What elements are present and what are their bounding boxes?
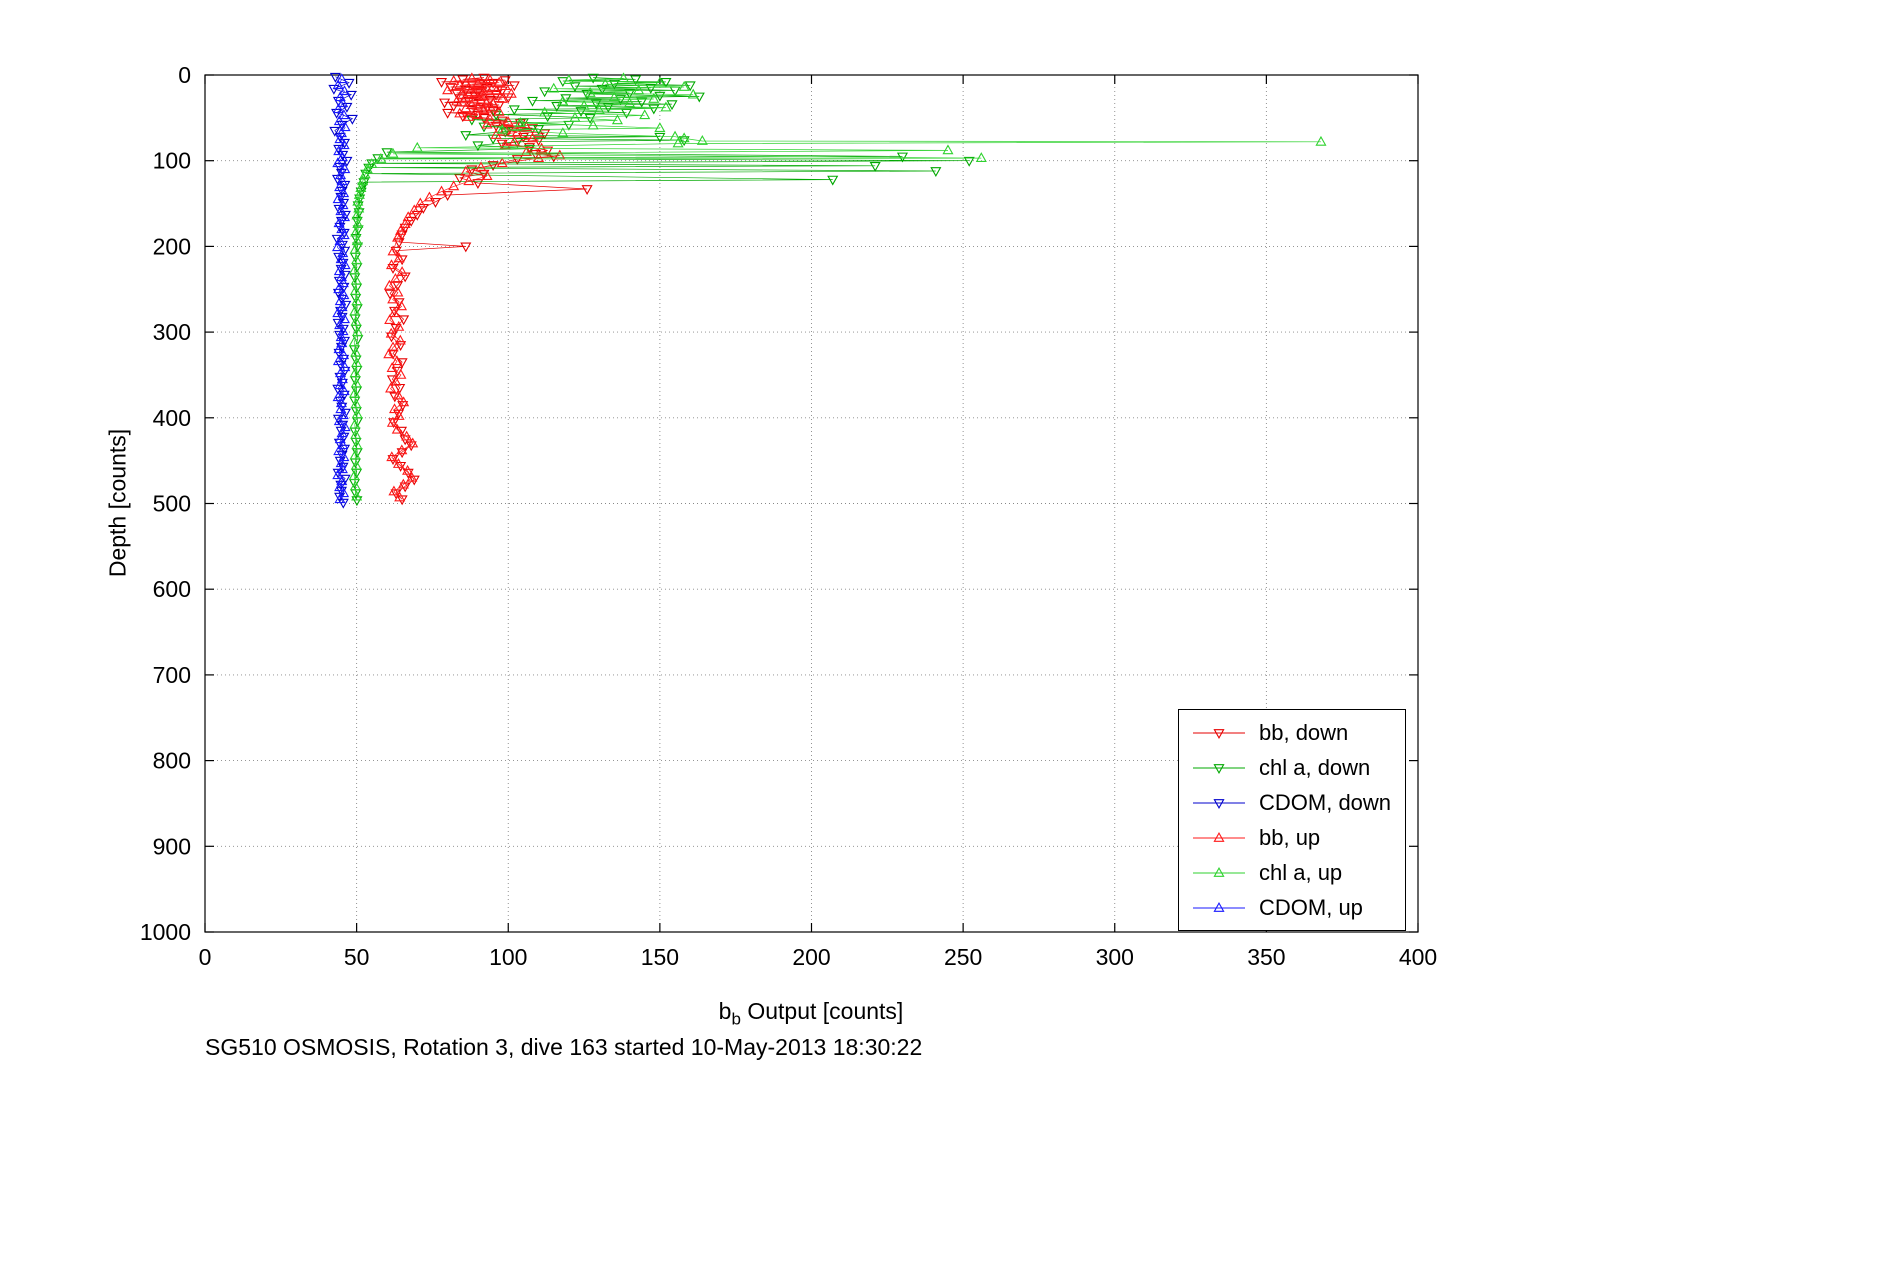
legend-bb-up-marker-icon <box>1193 831 1245 842</box>
series-bb-up <box>383 72 566 502</box>
y-tick-label: 200 <box>153 233 191 259</box>
series-markers-cdom-up <box>331 73 351 504</box>
legend-chl-a-up-marker-icon <box>1193 866 1245 877</box>
legend-label-bb-up: bb, up <box>1259 824 1321 850</box>
x-axis-label-sub: b <box>731 1009 741 1029</box>
legend-chl-a-down-marker-icon <box>1193 763 1245 774</box>
x-tick-label: 100 <box>489 944 527 970</box>
legend-label-chl-a-up: chl a, up <box>1259 859 1343 885</box>
legend-entry-bb-down: bb, down <box>1179 715 1405 750</box>
x-axis-label-rest: Output [counts] <box>740 998 904 1024</box>
legend-entry-chl-a-down: chl a, down <box>1179 750 1405 785</box>
x-tick-label: 250 <box>944 944 982 970</box>
x-tick-label: 150 <box>641 944 679 970</box>
series-line-bb-up <box>388 78 560 498</box>
legend-entry-bb-up: bb, up <box>1179 820 1405 855</box>
y-tick-label: 700 <box>153 662 191 688</box>
tick-marks <box>204 74 1419 933</box>
x-tick-label: 0 <box>199 944 212 970</box>
series-markers-chl-a-up <box>348 72 1327 501</box>
series-markers-bb-up <box>383 72 566 502</box>
x-axis-label-base: b <box>718 998 732 1024</box>
legend: bb, down chl a, down CDOM, down bb, up chl a… <box>1178 709 1406 931</box>
y-tick-label: 800 <box>153 748 191 774</box>
series-chl-a-up <box>348 72 1327 501</box>
y-tick-label: 300 <box>153 319 191 345</box>
legend-entry-cdom-down: CDOM, down <box>1179 785 1405 820</box>
x-axis-label: bb Output [counts] <box>719 998 904 1030</box>
series-line-bb-down <box>389 77 588 500</box>
legend-label-bb-down: bb, down <box>1259 719 1349 745</box>
legend-entry-cdom-up: CDOM, up <box>1179 890 1405 925</box>
y-tick-label: 1000 <box>140 919 191 945</box>
legend-cdom-down-marker-icon <box>1193 798 1245 809</box>
series-line-chl-a-down <box>354 77 970 501</box>
x-tick-label: 300 <box>1096 944 1134 970</box>
figure-caption: SG510 OSMOSIS, Rotation 3, dive 163 star… <box>205 1034 923 1060</box>
series-markers-chl-a-down <box>348 73 975 507</box>
legend-entry-chl-a-up: chl a, up <box>1179 855 1405 890</box>
x-tick-label: 400 <box>1399 944 1437 970</box>
y-tick-label: 0 <box>178 62 191 88</box>
legend-cdom-up-marker-icon <box>1193 901 1245 912</box>
legend-rows: bb, down chl a, down CDOM, down bb, up chl a… <box>1179 715 1405 925</box>
x-tick-label: 350 <box>1247 944 1285 970</box>
y-tick-label: 500 <box>153 491 191 517</box>
x-tick-label: 50 <box>344 944 370 970</box>
series-cdom-up <box>331 73 351 504</box>
y-tick-label: 600 <box>153 576 191 602</box>
y-tick-labels: 0 100 200 300 400 500 600 700 800 900 1000 <box>140 62 191 945</box>
series-line-chl-a-up <box>353 78 1322 497</box>
y-tick-label: 100 <box>153 148 191 174</box>
x-tick-labels: 0 50 100 150 200 250 300 350 400 <box>199 944 1438 970</box>
legend-label-chl-a-down: chl a, down <box>1259 754 1371 780</box>
x-tick-label: 200 <box>792 944 830 970</box>
y-tick-label: 400 <box>153 405 191 431</box>
legend-label-cdom-down: CDOM, down <box>1259 789 1392 815</box>
y-tick-label: 900 <box>153 833 191 859</box>
legend-bb-down-marker-icon <box>1193 728 1245 739</box>
y-axis-label: Depth [counts] <box>104 428 131 578</box>
legend-label-cdom-up: CDOM, up <box>1259 894 1363 920</box>
series-chl-a-down <box>348 73 975 507</box>
